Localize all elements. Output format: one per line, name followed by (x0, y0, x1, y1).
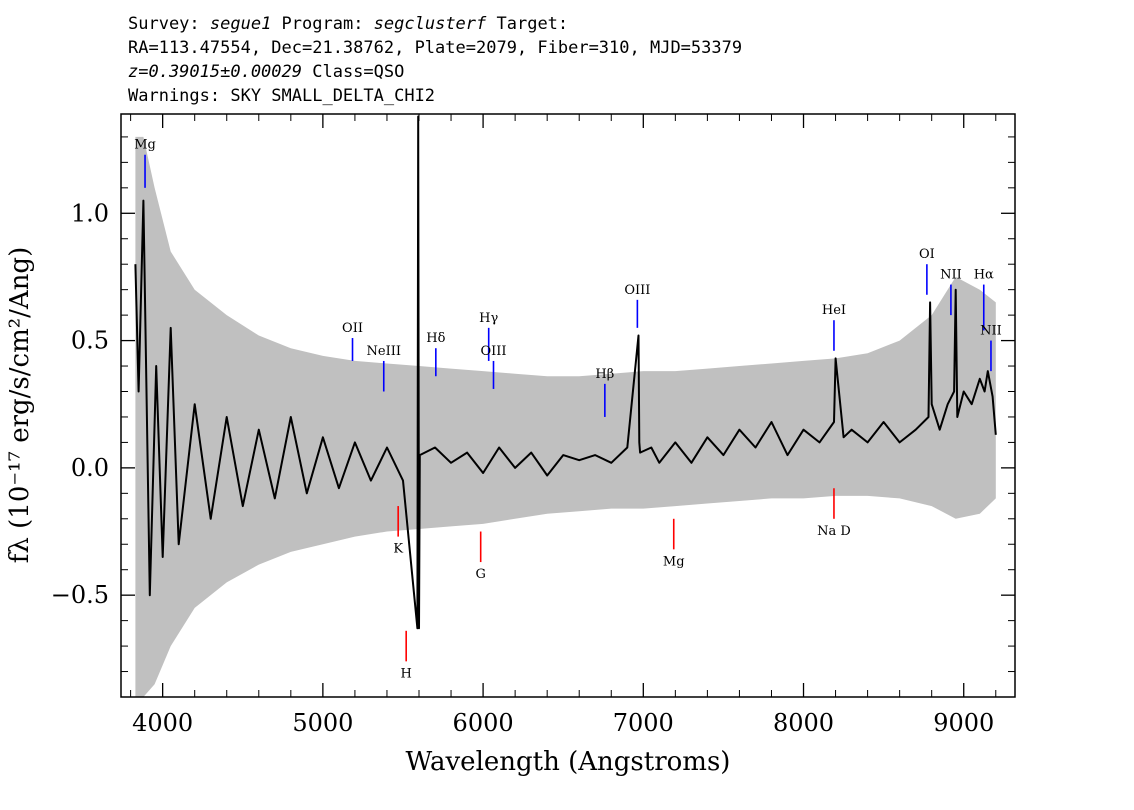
program-value: segclusterf (374, 14, 487, 34)
emission-line-label: HeI (822, 303, 846, 318)
x-tick-label: 4000 (132, 709, 193, 737)
emission-line-label: OI (919, 247, 935, 262)
class-value: Class=QSO (302, 62, 404, 82)
y-tick-label: 1.0 (71, 199, 109, 227)
emission-line-label: NeIII (367, 344, 401, 359)
header-line-3: z=0.39015±0.00029 Class=QSO (128, 62, 404, 82)
absorption-line-label: Na D (817, 524, 851, 539)
survey-label: Survey: (128, 14, 210, 34)
redshift-value: z=0.39015±0.00029 (128, 62, 302, 82)
absorption-line-label: K (393, 542, 403, 557)
program-label: Program: (271, 14, 373, 34)
line-markers (144, 154, 992, 662)
error-band (135, 136, 996, 697)
absorption-line-label: G (475, 567, 485, 582)
emission-line-label: Hγ (479, 311, 498, 326)
x-tick-label: 9000 (933, 709, 994, 737)
x-tick-label: 6000 (453, 709, 514, 737)
line-labels: Mg OII NeIII Hδ Hγ OIII Hβ OIII HeI OI NII Hα NII K H G… (134, 138, 1002, 682)
emission-line-label: NII (940, 268, 962, 283)
y-tick-label: 0.0 (71, 454, 109, 482)
header-line-4: Warnings: SKY SMALL_DELTA_CHI2 (128, 86, 435, 106)
plot-area (134, 115, 997, 697)
plot-frame (120, 113, 1016, 698)
emission-line-label: Hβ (595, 367, 614, 382)
x-tick-label: 8000 (773, 709, 834, 737)
emission-line-label: NII (980, 324, 1002, 339)
emission-line-label: OII (342, 321, 363, 336)
y-axis-label: fλ (10⁻¹⁷ erg/s/cm²/Ang) (5, 247, 35, 563)
x-tick-label: 5000 (292, 709, 353, 737)
y-tick-label: −0.5 (51, 581, 109, 609)
emission-line-label: Mg (134, 138, 156, 153)
flux-series-line (134, 115, 997, 630)
header-line-2: RA=113.47554, Dec=21.38762, Plate=2079, … (128, 38, 742, 58)
emission-line-label: OIII (480, 344, 506, 359)
axis-tick-labels: 4000 5000 6000 7000 8000 9000 −0.5 0.0 0.5 1.0 (51, 199, 995, 737)
emission-line-label: Hα (974, 268, 994, 283)
y-tick-label: 0.5 (71, 327, 109, 355)
x-axis-label: Wavelength (Angstroms) (406, 747, 731, 777)
survey-value: segue1 (210, 14, 271, 34)
header-line-1: Survey: segue1 Program: segclusterf Targ… (128, 14, 568, 34)
absorption-line-label: Mg (663, 554, 685, 569)
axis-ticks (121, 114, 1015, 698)
emission-line-label: OIII (624, 283, 650, 298)
absorption-line-label: H (401, 666, 412, 681)
target-label: Target: (486, 14, 568, 34)
x-tick-label: 7000 (613, 709, 674, 737)
emission-line-label: Hδ (426, 331, 445, 346)
